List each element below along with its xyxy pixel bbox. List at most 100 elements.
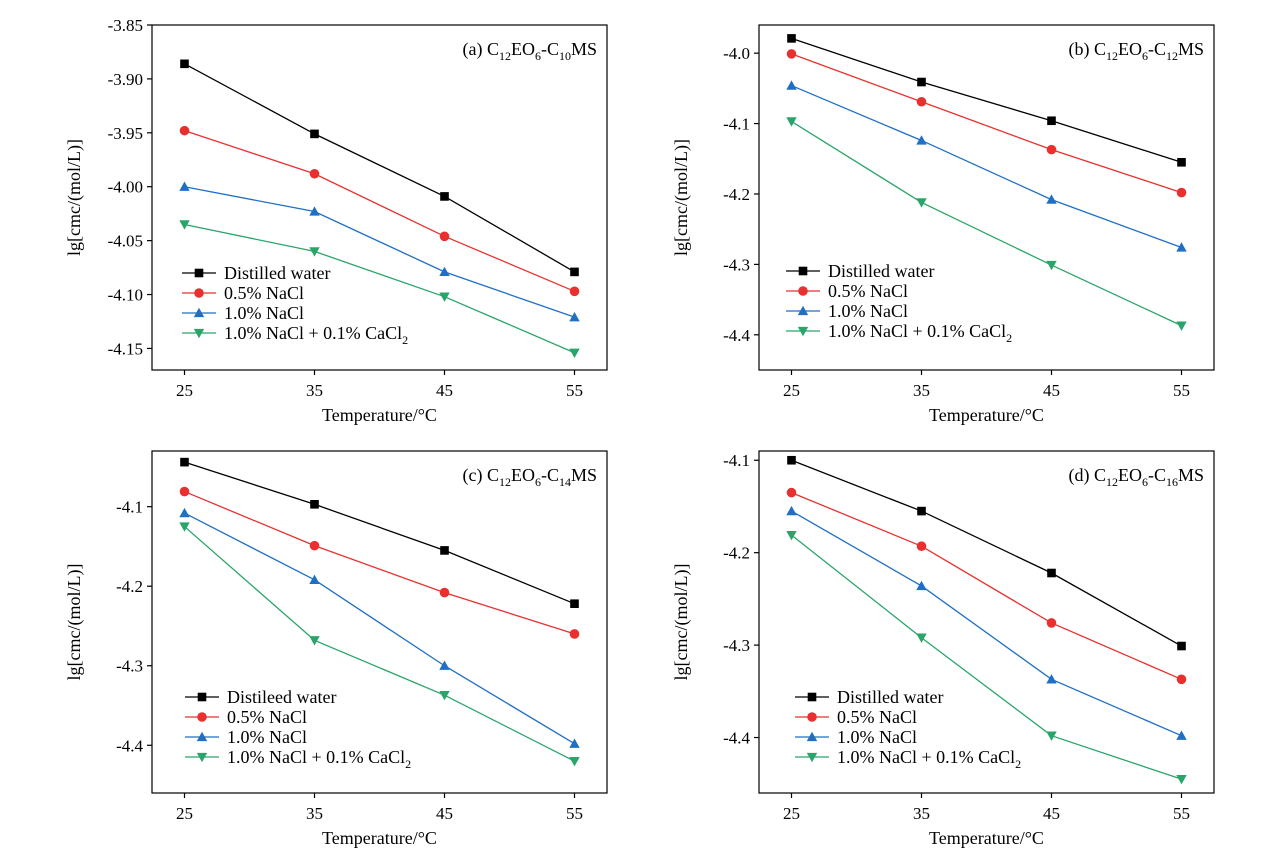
chart-panel-d: -4.1 -4.2 -4.3 -4.4 25 35 45 55 Temperature/°C lg…: [671, 450, 1215, 848]
legend-entry: Distilled water: [795, 687, 943, 707]
data-point: [179, 507, 190, 518]
legend-marker: [194, 288, 204, 298]
x-tick-label: 45: [436, 804, 453, 823]
x-tick-label: 55: [566, 804, 583, 823]
legend-marker: [194, 268, 204, 278]
y-tick-label: -4.15: [108, 339, 143, 358]
data-point: [916, 580, 927, 591]
data-point: [309, 206, 320, 216]
series-4: [786, 117, 1187, 331]
series-line: [184, 526, 575, 762]
data-point: [570, 267, 579, 277]
y-tick-label: -4.4: [723, 326, 750, 345]
data-point: [786, 505, 797, 516]
data-point: [786, 487, 797, 498]
legend-marker: [193, 328, 205, 339]
panel-title: (a) C12EO6-C10MS: [463, 39, 598, 63]
legend-entry: Distilled water: [786, 261, 934, 281]
legend-label: 1.0% NaCl: [837, 727, 917, 747]
x-tick-label: 55: [1173, 381, 1190, 400]
legend-marker: [193, 307, 205, 318]
y-tick-label: -4.2: [723, 185, 750, 204]
series-3: [179, 507, 580, 748]
series-line: [791, 534, 1182, 780]
data-point: [179, 486, 190, 497]
data-point: [569, 348, 580, 358]
legend-marker: [806, 752, 818, 763]
y-tick-label: -3.90: [108, 70, 143, 89]
data-point: [916, 135, 927, 145]
legend-label: 1.0% NaCl: [224, 303, 304, 323]
series-2: [179, 125, 580, 297]
data-point: [439, 231, 450, 242]
series-line: [791, 459, 1182, 647]
legend-label: 1.0% NaCl: [227, 727, 307, 747]
x-tick-label: 55: [1173, 804, 1190, 823]
series-2: [786, 49, 1187, 198]
series-line: [184, 490, 575, 635]
data-point: [440, 546, 449, 555]
data-point: [179, 220, 190, 230]
legend-label: 0.5% NaCl: [837, 707, 917, 727]
x-tick-label: 25: [783, 381, 800, 400]
y-tick-label: -4.3: [723, 255, 750, 274]
data-point: [1176, 774, 1187, 785]
legend-entry: 0.5% NaCl: [182, 283, 304, 303]
legend-entry: 1.0% NaCl + 0.1% CaCl2: [185, 747, 411, 771]
series-4: [179, 220, 580, 358]
legend-marker: [196, 752, 208, 763]
data-point: [569, 629, 580, 639]
data-point: [787, 34, 796, 43]
plot-frame: [758, 24, 1215, 371]
data-point: [1046, 618, 1057, 628]
legend-entry: 1.0% NaCl + 0.1% CaCl2: [182, 323, 408, 347]
series-line: [184, 512, 575, 745]
y-axis-title: lg[cmc/(mol/L)]: [671, 564, 692, 681]
panel-title: (c) C12EO6-C14MS: [463, 465, 598, 489]
data-point: [1047, 568, 1056, 578]
data-point: [569, 757, 580, 767]
legend-entry: 1.0% NaCl + 0.1% CaCl2: [786, 321, 1012, 345]
x-axis-title: Temperature/°C: [929, 405, 1044, 425]
legend-label: 1.0% NaCl + 0.1% CaCl2: [828, 321, 1012, 345]
chart-panel-b: -4.0 -4.1 -4.2 -4.3 -4.4 25 35 45 55 Temperature/…: [671, 24, 1215, 425]
data-point: [310, 499, 319, 509]
series-line: [791, 53, 1182, 194]
legend-label: Distilled water: [828, 261, 934, 281]
x-tick-label: 45: [1043, 804, 1060, 823]
data-point: [570, 599, 579, 609]
legend-label: 1.0% NaCl + 0.1% CaCl2: [227, 747, 411, 771]
series-line: [184, 223, 575, 354]
x-tick-label: 35: [913, 381, 930, 400]
data-point: [1176, 187, 1187, 198]
legend-marker: [197, 712, 207, 722]
chart-panel-a: -3.85 -3.90 -3.95 -4.00 -4.05 -4.10 -4.15 25 35 4…: [64, 16, 608, 425]
legend-marker: [798, 266, 808, 276]
legend-label: Distileed water: [227, 687, 336, 707]
y-axis-title: lg[cmc/(mol/L)]: [64, 564, 85, 681]
data-point: [1176, 730, 1187, 740]
y-tick-label: -4.0: [723, 44, 750, 63]
y-tick-label: -4.1: [723, 115, 750, 134]
y-tick-label: -4.05: [108, 232, 143, 251]
legend-entry: 0.5% NaCl: [185, 707, 307, 727]
legend-label: 0.5% NaCl: [227, 707, 307, 727]
data-point: [917, 77, 926, 87]
series-line: [184, 130, 575, 292]
data-point: [179, 522, 190, 532]
y-tick-label: -4.3: [723, 636, 750, 655]
data-point: [1046, 731, 1057, 741]
x-tick-label: 35: [306, 804, 323, 823]
data-point: [786, 80, 797, 90]
y-tick-label: -4.4: [723, 729, 750, 748]
series-1: [180, 457, 579, 609]
series-line: [791, 84, 1182, 249]
legend-entry: 1.0% NaCl: [182, 303, 304, 323]
series-line: [791, 37, 1182, 163]
data-point: [309, 636, 320, 646]
x-tick-label: 25: [176, 381, 193, 400]
x-axis-title: Temperature/°C: [322, 405, 437, 425]
data-point: [439, 587, 450, 598]
